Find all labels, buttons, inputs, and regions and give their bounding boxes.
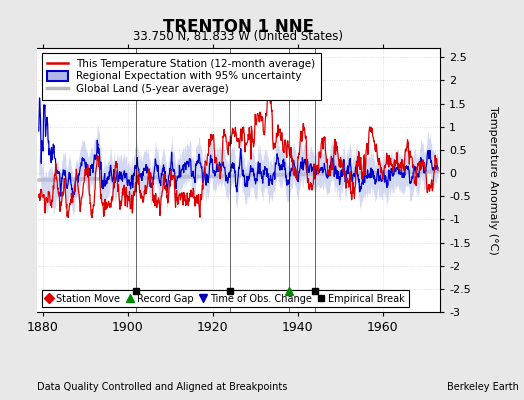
Y-axis label: Temperature Anomaly (°C): Temperature Anomaly (°C) [488,106,498,254]
Text: Berkeley Earth: Berkeley Earth [447,382,519,392]
Text: Data Quality Controlled and Aligned at Breakpoints: Data Quality Controlled and Aligned at B… [37,382,287,392]
Legend: Station Move, Record Gap, Time of Obs. Change, Empirical Break: Station Move, Record Gap, Time of Obs. C… [41,290,409,308]
Text: TRENTON 1 NNE: TRENTON 1 NNE [163,18,314,36]
Text: 33.750 N, 81.833 W (United States): 33.750 N, 81.833 W (United States) [134,30,343,43]
